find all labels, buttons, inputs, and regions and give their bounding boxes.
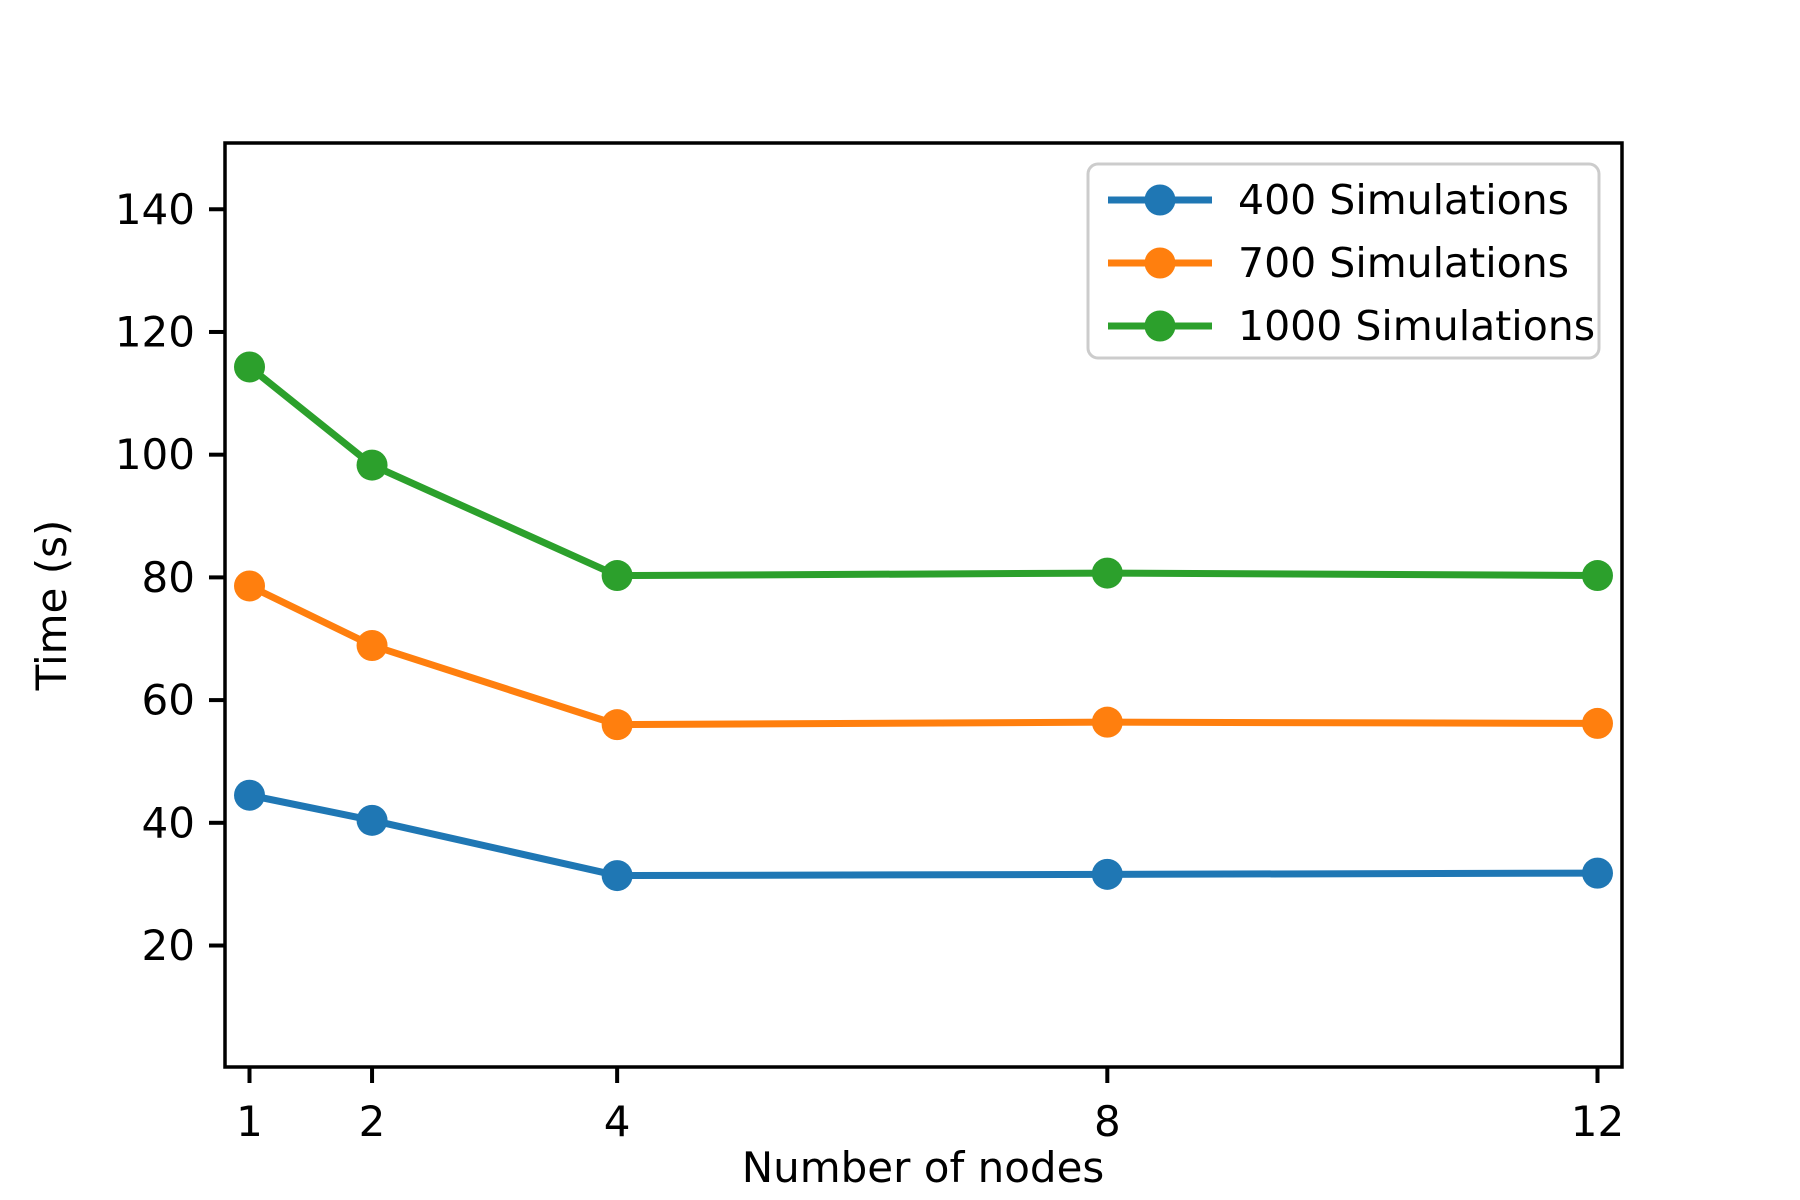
data-point-1000-simulations-x1 bbox=[234, 351, 266, 383]
series-400-simulations bbox=[234, 779, 1613, 892]
series-line-1000-simulations bbox=[247, 364, 1598, 580]
legend-marker bbox=[1144, 184, 1176, 216]
legend-entry-700-simulations: 700 Simulations bbox=[1108, 239, 1569, 287]
y-tick-label: 140 bbox=[115, 185, 195, 234]
legend-label: 400 Simulations bbox=[1238, 176, 1569, 224]
y-tick-label: 120 bbox=[115, 307, 195, 356]
data-point-400-simulations-x4 bbox=[601, 860, 633, 892]
series-700-simulations bbox=[234, 570, 1613, 741]
legend-marker bbox=[1144, 247, 1176, 279]
legend-label: 1000 Simulations bbox=[1238, 302, 1595, 350]
legend-label: 700 Simulations bbox=[1238, 239, 1569, 287]
x-tick-label: 1 bbox=[236, 1097, 263, 1146]
y-tick-label: 20 bbox=[142, 921, 195, 970]
y-tick-label: 60 bbox=[142, 676, 195, 725]
x-tick-label: 4 bbox=[604, 1097, 631, 1146]
data-point-1000-simulations-x12 bbox=[1581, 560, 1613, 592]
y-axis: 20 40 60 80 100 120 140 bbox=[115, 185, 225, 970]
series-1000-simulations bbox=[234, 351, 1613, 592]
x-tick-label: 12 bbox=[1571, 1097, 1624, 1146]
data-point-400-simulations-x2 bbox=[356, 804, 388, 836]
legend: 400 Simulations 700 Simulations 1000 Simul… bbox=[1086, 162, 1601, 360]
data-point-400-simulations-x8 bbox=[1091, 858, 1123, 890]
data-point-1000-simulations-x8 bbox=[1091, 557, 1123, 589]
legend-box bbox=[1086, 162, 1601, 360]
y-tick-label: 100 bbox=[115, 430, 195, 479]
data-point-700-simulations-x8 bbox=[1091, 706, 1123, 738]
data-point-700-simulations-x4 bbox=[601, 709, 633, 741]
x-axis: 1 2 4 8 12 bbox=[236, 1067, 1624, 1146]
data-point-400-simulations-x1 bbox=[234, 779, 266, 811]
data-point-700-simulations-x2 bbox=[356, 629, 388, 661]
legend-entry-1000-simulations: 1000 Simulations bbox=[1108, 302, 1595, 350]
data-point-700-simulations-x12 bbox=[1581, 707, 1613, 739]
data-point-1000-simulations-x4 bbox=[601, 560, 633, 592]
series-line-700-simulations bbox=[247, 582, 1598, 729]
x-tick-label: 8 bbox=[1094, 1097, 1121, 1146]
data-point-1000-simulations-x2 bbox=[356, 449, 388, 481]
series-line-400-simulations bbox=[248, 791, 1598, 880]
data-point-700-simulations-x1 bbox=[234, 570, 266, 602]
data-point-400-simulations-x12 bbox=[1581, 857, 1613, 889]
y-tick-label: 40 bbox=[142, 798, 195, 847]
x-axis-label: Number of nodes bbox=[742, 1143, 1105, 1192]
plot-frame bbox=[223, 141, 1624, 1069]
legend-entry-400-simulations: 400 Simulations bbox=[1108, 176, 1569, 224]
x-tick-label: 2 bbox=[359, 1097, 386, 1146]
y-axis-label: Time (s) bbox=[27, 520, 76, 692]
legend-marker bbox=[1144, 310, 1176, 342]
y-tick-label: 80 bbox=[142, 553, 195, 602]
